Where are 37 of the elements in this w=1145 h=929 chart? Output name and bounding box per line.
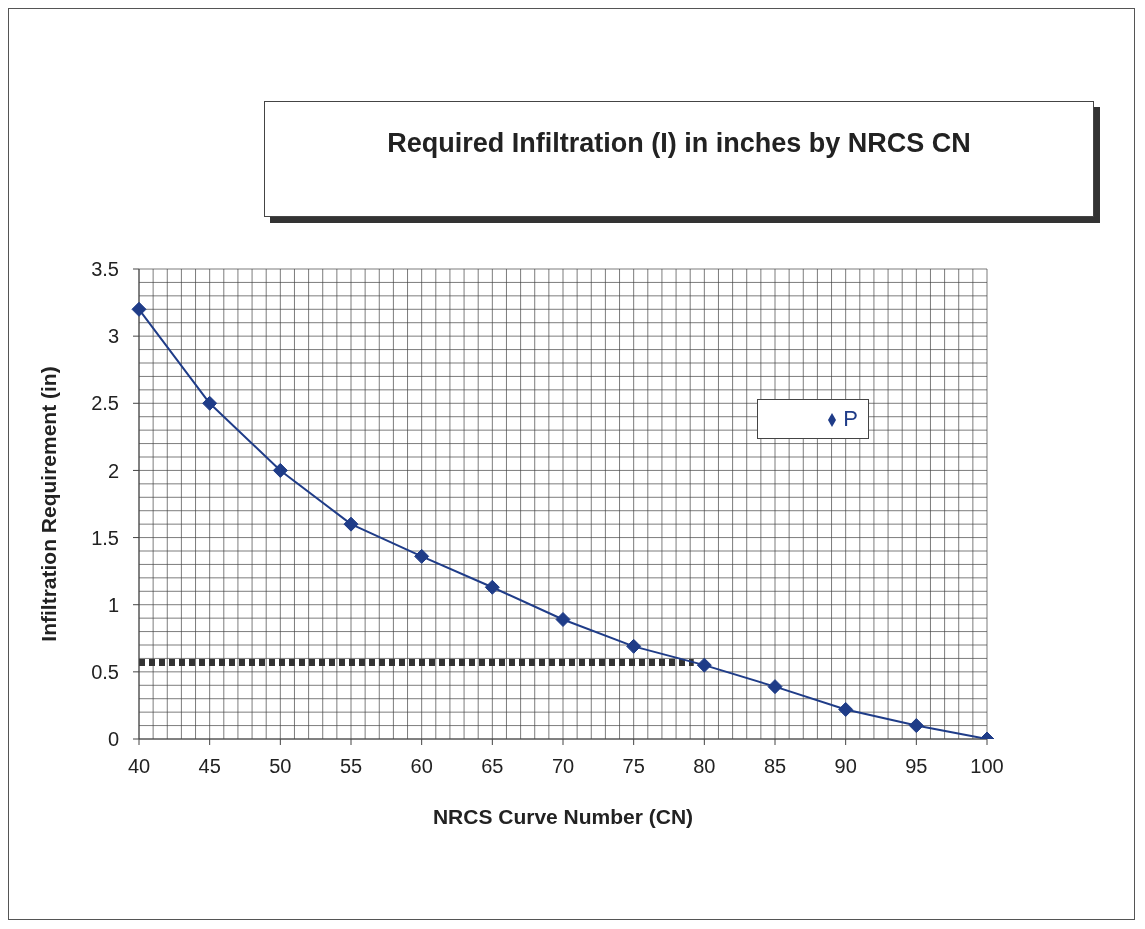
point	[131, 301, 147, 317]
x-tick-label: 70	[551, 755, 575, 778]
point	[202, 395, 218, 411]
point	[626, 638, 642, 654]
x-tick-label: 65	[481, 755, 504, 778]
legend-label: P	[843, 406, 858, 431]
point	[838, 701, 854, 717]
y-tick-label: 0.5	[91, 660, 119, 683]
point	[696, 657, 712, 673]
x-tick-label: 100	[970, 755, 1004, 778]
y-tick-label: 1.5	[91, 526, 119, 549]
point	[484, 579, 500, 595]
point	[414, 548, 430, 564]
y-tick-label: 3.5	[91, 258, 119, 281]
y-tick-label: 0	[107, 728, 119, 751]
point	[343, 516, 359, 532]
x-tick-label: 40	[127, 755, 151, 778]
x-tick-label: 95	[905, 755, 928, 778]
x-tick-label: 50	[269, 755, 292, 778]
y-axis-title: Infiltration Requirement (in)	[37, 366, 61, 642]
chart-title: Required Infiltration (I) in inches by NRCS CN	[387, 128, 971, 159]
point	[767, 679, 783, 695]
y-tick-label: 1	[107, 593, 119, 616]
x-tick-label: 60	[410, 755, 433, 778]
y-tick-label: 2.5	[91, 392, 119, 415]
x-tick-label: 90	[834, 755, 857, 778]
x-tick-label: 80	[693, 755, 716, 778]
y-tick-label: 2	[107, 459, 119, 482]
x-axis-title: NRCS Curve Number (CN)	[432, 805, 694, 828]
x-tick-label: 55	[339, 755, 363, 778]
x-tick-label: 85	[763, 755, 787, 778]
y-tick-label: 3	[107, 325, 119, 348]
x-tick-label: 45	[198, 755, 221, 778]
point	[908, 718, 924, 734]
point	[272, 462, 288, 478]
point	[555, 611, 571, 627]
x-tick-label: 75	[622, 755, 645, 778]
